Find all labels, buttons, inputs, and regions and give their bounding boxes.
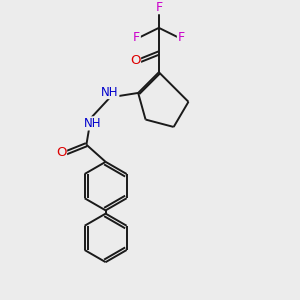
Text: F: F bbox=[133, 31, 140, 44]
Text: O: O bbox=[56, 146, 67, 159]
Text: NH: NH bbox=[84, 117, 101, 130]
Text: NH: NH bbox=[101, 85, 119, 98]
Text: F: F bbox=[178, 31, 184, 44]
Text: O: O bbox=[130, 54, 140, 67]
Text: F: F bbox=[155, 1, 162, 13]
